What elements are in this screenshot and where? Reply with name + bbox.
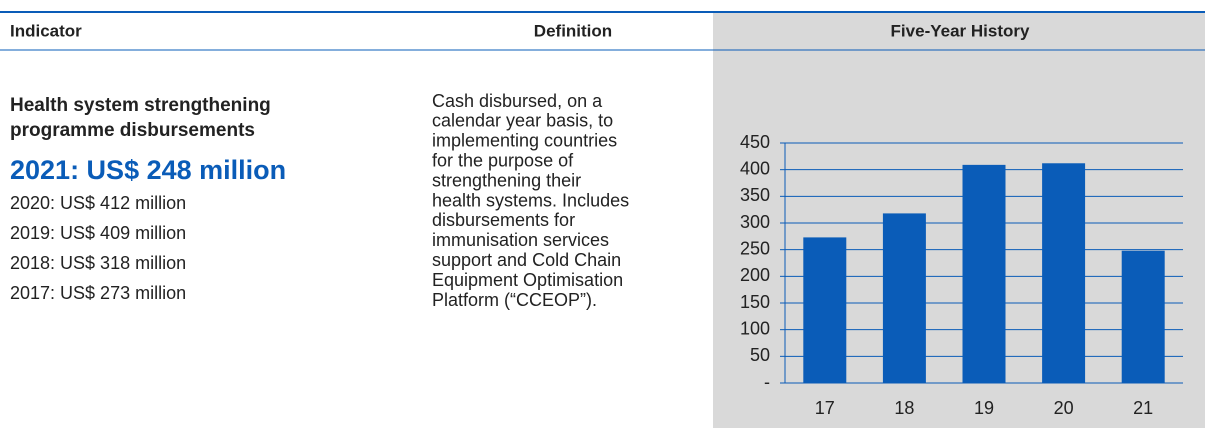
y-tick-label: 350 <box>740 185 770 205</box>
y-tick-label: - <box>764 372 770 392</box>
y-tick-label: 250 <box>740 238 770 258</box>
indicator-title: Health system strengthening <box>10 95 271 116</box>
x-tick-label: 20 <box>1054 398 1074 418</box>
bar <box>882 213 926 383</box>
bar <box>803 237 847 383</box>
bar <box>1042 163 1086 383</box>
definition-line: Platform (“CCEOP”). <box>432 290 597 310</box>
definition-line: immunisation services <box>432 230 609 250</box>
definition-line: Cash disbursed, on a <box>432 91 603 111</box>
header: Definition <box>534 21 612 40</box>
x-tick-label: 21 <box>1133 398 1153 418</box>
y-tick-label: 200 <box>740 265 770 285</box>
y-tick-label: 300 <box>740 212 770 232</box>
bar <box>1121 250 1165 383</box>
y-tick-label: 150 <box>740 292 770 312</box>
definition-line: calendar year basis, to <box>432 111 613 131</box>
definition-line: disbursements for <box>432 210 575 230</box>
y-tick-label: 450 <box>740 132 770 152</box>
x-tick-label: 18 <box>894 398 914 418</box>
definition-line: for the purpose of <box>432 150 574 170</box>
definition-line: health systems. Includes <box>432 190 629 210</box>
history-line: 2017: US$ 273 million <box>10 283 186 303</box>
definition-line: support and Cold Chain <box>432 250 621 270</box>
history-line: 2018: US$ 318 million <box>10 253 186 273</box>
y-tick-label: 100 <box>740 318 770 338</box>
header: Five-Year History <box>891 21 1030 40</box>
header: Indicator <box>10 21 82 40</box>
x-tick-label: 17 <box>815 398 835 418</box>
bar <box>962 164 1006 383</box>
history-line: 2020: US$ 412 million <box>10 193 186 213</box>
definition-line: strengthening their <box>432 170 581 190</box>
history-line: 2019: US$ 409 million <box>10 223 186 243</box>
y-tick-label: 50 <box>750 345 770 365</box>
x-tick-label: 19 <box>974 398 994 418</box>
indicator-title: programme disbursements <box>10 120 255 141</box>
definition-line: implementing countries <box>432 131 617 151</box>
indicator-current: 2021: US$ 248 million <box>10 155 286 185</box>
definition-line: Equipment Optimisation <box>432 270 623 290</box>
y-tick-label: 400 <box>740 158 770 178</box>
